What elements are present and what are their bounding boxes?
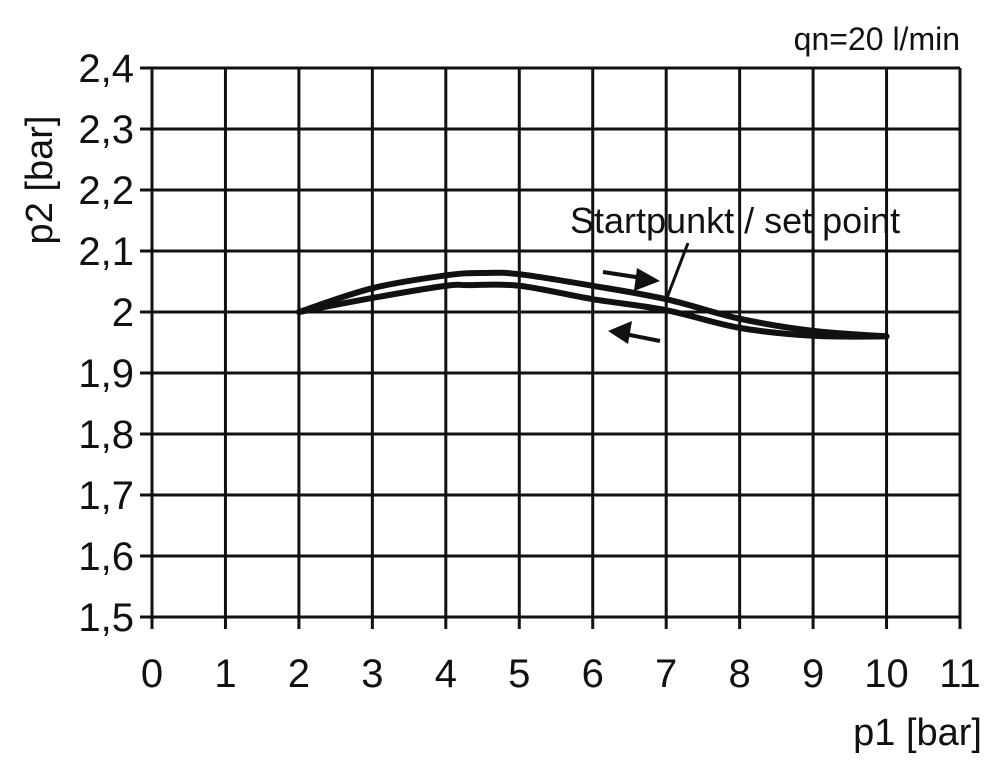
y-axis-label: p2 [bar] — [19, 116, 61, 245]
y-tick-label: 1,5 — [78, 596, 134, 640]
x-tick-label: 11 — [939, 652, 981, 696]
x-axis-label: p1 [bar] — [853, 712, 982, 754]
callout-leader-line — [664, 242, 690, 301]
x-tick-label: 7 — [655, 652, 677, 696]
y-tick-label: 2,1 — [78, 230, 134, 274]
x-tick-label: 5 — [508, 652, 530, 696]
y-tick-label: 1,6 — [78, 535, 134, 579]
y-tick-label: 1,7 — [78, 474, 134, 518]
arrow-left-head — [608, 321, 632, 344]
y-tick-label: 2,4 — [78, 47, 134, 91]
x-tick-label: 6 — [582, 652, 604, 696]
y-tick-label: 1,9 — [78, 352, 134, 396]
x-tick-label: 4 — [435, 652, 457, 696]
curve-decreasing — [295, 281, 890, 340]
x-tick-label: 8 — [729, 652, 751, 696]
annotation-qn: qn=20 l/min — [794, 21, 960, 57]
x-tick-label: 0 — [141, 652, 163, 696]
grid — [140, 66, 962, 629]
arrow-right-shaft — [602, 270, 643, 280]
y-tick-label: 2,3 — [78, 108, 134, 152]
x-tick-label: 9 — [802, 652, 824, 696]
x-tick-label: 3 — [361, 652, 383, 696]
arrow-left-shaft — [624, 332, 661, 343]
curves — [295, 269, 890, 340]
y-tick-label: 2,2 — [78, 169, 134, 213]
curve-increasing — [295, 269, 890, 340]
x-tick-label: 2 — [288, 652, 310, 696]
y-tick-label: 2 — [112, 291, 134, 335]
arrow-right-head — [634, 268, 660, 291]
x-tick-label: 10 — [864, 652, 909, 696]
y-tick-label: 1,8 — [78, 413, 134, 457]
x-tick-label: 1 — [214, 652, 236, 696]
callout-label: Startpunkt / set point — [570, 200, 900, 241]
tick-labels: 0 1 2 3 4 5 6 7 8 9 10 11 1,5 1,6 1,7 1,8 1,9 2 2,1 2,2 2,3 2… — [78, 47, 980, 696]
annotations — [602, 242, 690, 344]
